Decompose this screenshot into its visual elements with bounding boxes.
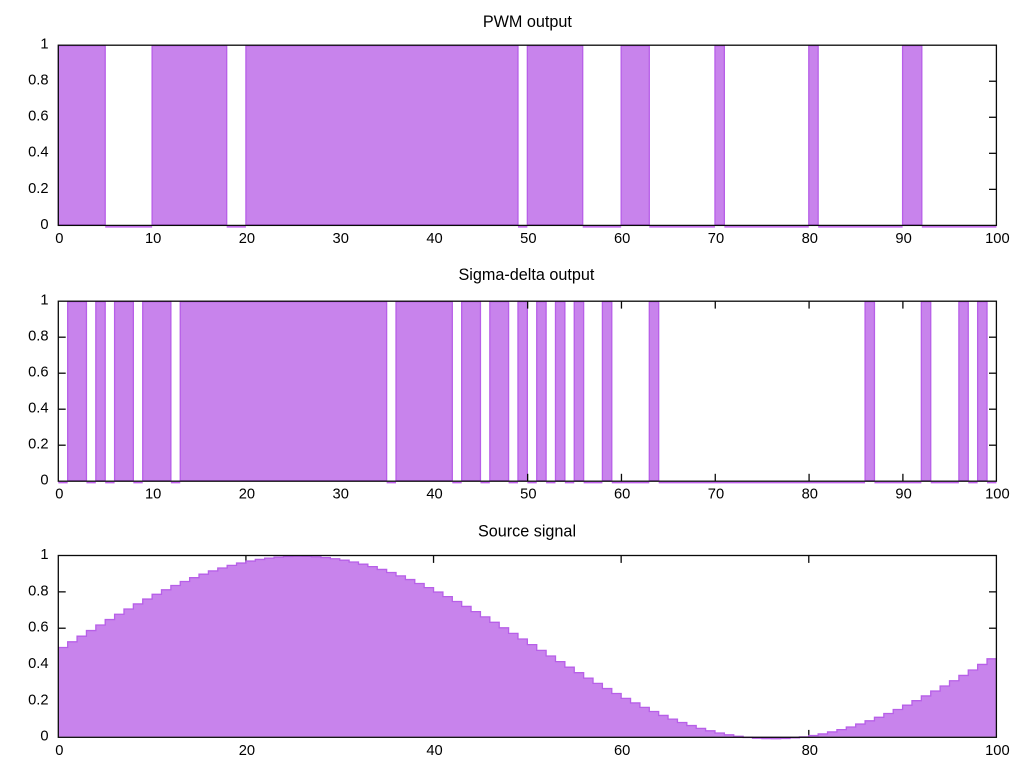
- svg-text:0.2: 0.2: [28, 692, 48, 708]
- svg-text:80: 80: [802, 231, 818, 247]
- svg-text:0.2: 0.2: [28, 437, 48, 453]
- svg-text:100: 100: [985, 487, 1010, 503]
- svg-text:PWM output: PWM output: [483, 13, 573, 31]
- svg-text:0.4: 0.4: [28, 401, 48, 417]
- svg-text:0: 0: [55, 231, 63, 247]
- svg-text:100: 100: [985, 231, 1010, 247]
- svg-text:1: 1: [40, 37, 48, 53]
- svg-text:0.8: 0.8: [28, 583, 48, 599]
- svg-text:0.4: 0.4: [28, 656, 48, 672]
- svg-text:40: 40: [426, 231, 442, 247]
- svg-text:10: 10: [145, 487, 161, 503]
- svg-text:50: 50: [520, 231, 536, 247]
- svg-text:90: 90: [895, 487, 911, 503]
- svg-text:60: 60: [614, 487, 630, 503]
- svg-text:1: 1: [40, 547, 48, 563]
- svg-text:10: 10: [145, 231, 161, 247]
- svg-text:40: 40: [426, 487, 442, 503]
- svg-text:20: 20: [239, 487, 255, 503]
- svg-text:80: 80: [802, 743, 818, 759]
- svg-text:70: 70: [708, 487, 724, 503]
- svg-text:0.8: 0.8: [28, 329, 48, 345]
- svg-text:30: 30: [333, 487, 349, 503]
- svg-text:0.2: 0.2: [28, 181, 48, 197]
- svg-text:60: 60: [614, 231, 630, 247]
- svg-text:0: 0: [40, 473, 48, 489]
- svg-text:0.4: 0.4: [28, 145, 48, 161]
- svg-text:1: 1: [40, 293, 48, 309]
- svg-text:0.6: 0.6: [28, 365, 48, 381]
- svg-text:0: 0: [55, 487, 63, 503]
- svg-text:80: 80: [802, 487, 818, 503]
- svg-text:0: 0: [40, 729, 48, 745]
- svg-text:30: 30: [333, 231, 349, 247]
- svg-text:20: 20: [239, 743, 255, 759]
- svg-text:0.6: 0.6: [28, 620, 48, 636]
- svg-text:50: 50: [520, 487, 536, 503]
- svg-text:0: 0: [55, 743, 63, 759]
- svg-text:40: 40: [426, 743, 442, 759]
- svg-text:20: 20: [239, 231, 255, 247]
- svg-text:Sigma-delta output: Sigma-delta output: [458, 266, 594, 284]
- svg-text:70: 70: [708, 231, 724, 247]
- svg-text:0.8: 0.8: [28, 73, 48, 89]
- svg-text:60: 60: [614, 743, 630, 759]
- svg-text:0: 0: [40, 217, 48, 233]
- svg-text:90: 90: [895, 231, 911, 247]
- svg-text:100: 100: [985, 743, 1010, 759]
- svg-text:Source signal: Source signal: [478, 523, 576, 541]
- svg-text:0.6: 0.6: [28, 109, 48, 125]
